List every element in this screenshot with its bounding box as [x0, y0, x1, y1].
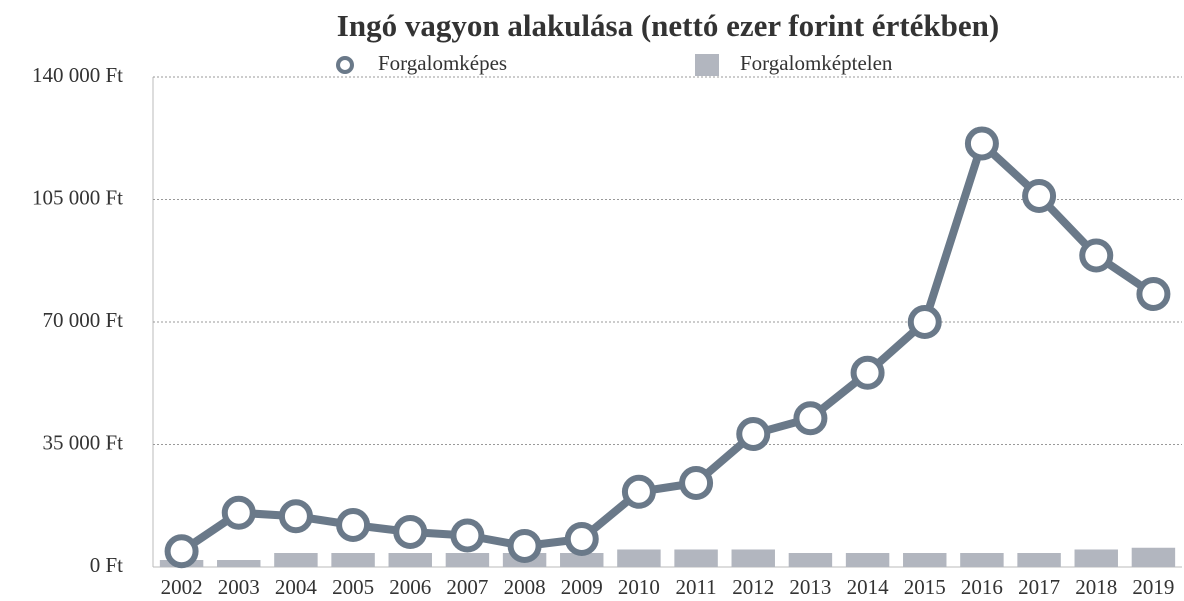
legend-label: Forgalomképtelen [740, 51, 893, 75]
marker [964, 126, 999, 161]
x-tick-label: 2011 [675, 575, 716, 599]
bar [1074, 549, 1118, 567]
marker [907, 305, 942, 339]
marker [393, 515, 428, 549]
bar [903, 553, 947, 567]
bar [217, 560, 261, 567]
marker [278, 499, 313, 534]
marker [850, 355, 885, 390]
x-tick-label: 2019 [1132, 575, 1174, 599]
bar [560, 553, 604, 567]
x-tick-label: 2007 [446, 575, 488, 599]
x-tick-label: 2006 [389, 575, 431, 599]
bar [1131, 547, 1176, 567]
bar [788, 553, 833, 567]
x-tick-label: 2005 [332, 575, 374, 599]
x-tick-label: 2008 [504, 575, 546, 599]
marker [621, 474, 656, 509]
marker [164, 534, 199, 569]
marker [450, 518, 485, 553]
chart-title: Ingó vagyon alakulása (nettó ezer forint… [337, 8, 999, 43]
marker [1136, 277, 1171, 311]
marker [507, 529, 542, 563]
y-tick-label: 70 000 Ft [42, 308, 123, 332]
marker [1022, 179, 1057, 213]
marker [336, 508, 371, 542]
x-tick-label: 2014 [847, 575, 890, 599]
marker [564, 522, 599, 556]
x-tick-label: 2004 [275, 575, 318, 599]
x-tick-label: 2016 [961, 575, 1003, 599]
marker [221, 495, 256, 530]
x-tick-label: 2002 [161, 575, 203, 599]
marker [736, 417, 771, 451]
bar [731, 549, 775, 567]
legend-label: Forgalomképes [378, 51, 507, 75]
bar [331, 553, 375, 567]
y-tick-label: 0 Ft [90, 553, 123, 577]
bar [388, 553, 432, 567]
legend-swatch [336, 56, 354, 74]
marker [1079, 238, 1114, 273]
x-tick-label: 2018 [1075, 575, 1117, 599]
bar [445, 553, 490, 567]
y-tick-label: 105 000 Ft [32, 185, 123, 209]
y-tick-label: 140 000 Ft [32, 63, 123, 87]
x-tick-label: 2012 [732, 575, 774, 599]
line [179, 139, 1156, 555]
bar [960, 553, 1004, 567]
marker [679, 466, 714, 500]
x-tick-label: 2010 [618, 575, 660, 599]
x-tick-label: 2015 [904, 575, 946, 599]
marker [793, 401, 828, 436]
bar [274, 553, 318, 567]
bar [674, 549, 718, 567]
bar [845, 553, 890, 567]
bar [1017, 553, 1061, 567]
x-tick-label: 2013 [789, 575, 831, 599]
y-tick-label: 35 000 Ft [42, 430, 123, 454]
x-tick-label: 2017 [1018, 575, 1060, 599]
x-tick-label: 2003 [218, 575, 260, 599]
x-tick-label: 2009 [561, 575, 603, 599]
bar [617, 549, 661, 567]
legend-swatch [695, 54, 719, 76]
